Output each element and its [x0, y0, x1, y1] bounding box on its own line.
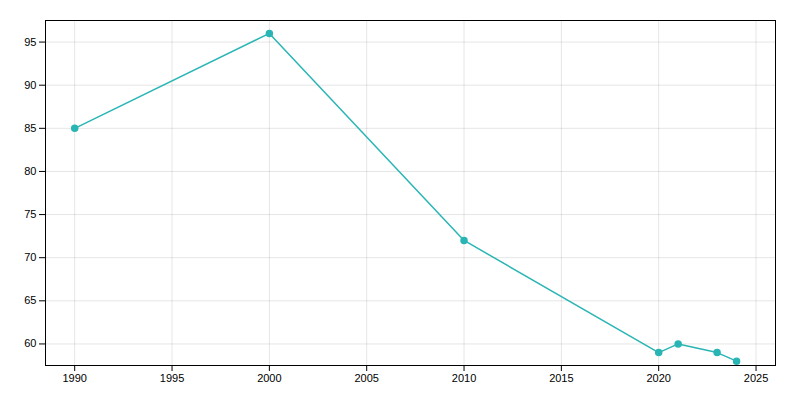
svg-text:70: 70: [24, 251, 36, 263]
svg-text:85: 85: [24, 122, 36, 134]
svg-text:90: 90: [24, 79, 36, 91]
svg-text:1990: 1990: [62, 372, 86, 384]
svg-text:1995: 1995: [160, 372, 184, 384]
svg-text:2015: 2015: [549, 372, 573, 384]
svg-text:2005: 2005: [354, 372, 378, 384]
svg-text:2025: 2025: [744, 372, 768, 384]
svg-text:2010: 2010: [452, 372, 476, 384]
svg-text:75: 75: [24, 208, 36, 220]
svg-text:95: 95: [24, 36, 36, 48]
svg-text:2020: 2020: [646, 372, 670, 384]
svg-text:60: 60: [24, 337, 36, 349]
svg-text:80: 80: [24, 165, 36, 177]
svg-text:65: 65: [24, 294, 36, 306]
svg-text:2000: 2000: [257, 372, 281, 384]
